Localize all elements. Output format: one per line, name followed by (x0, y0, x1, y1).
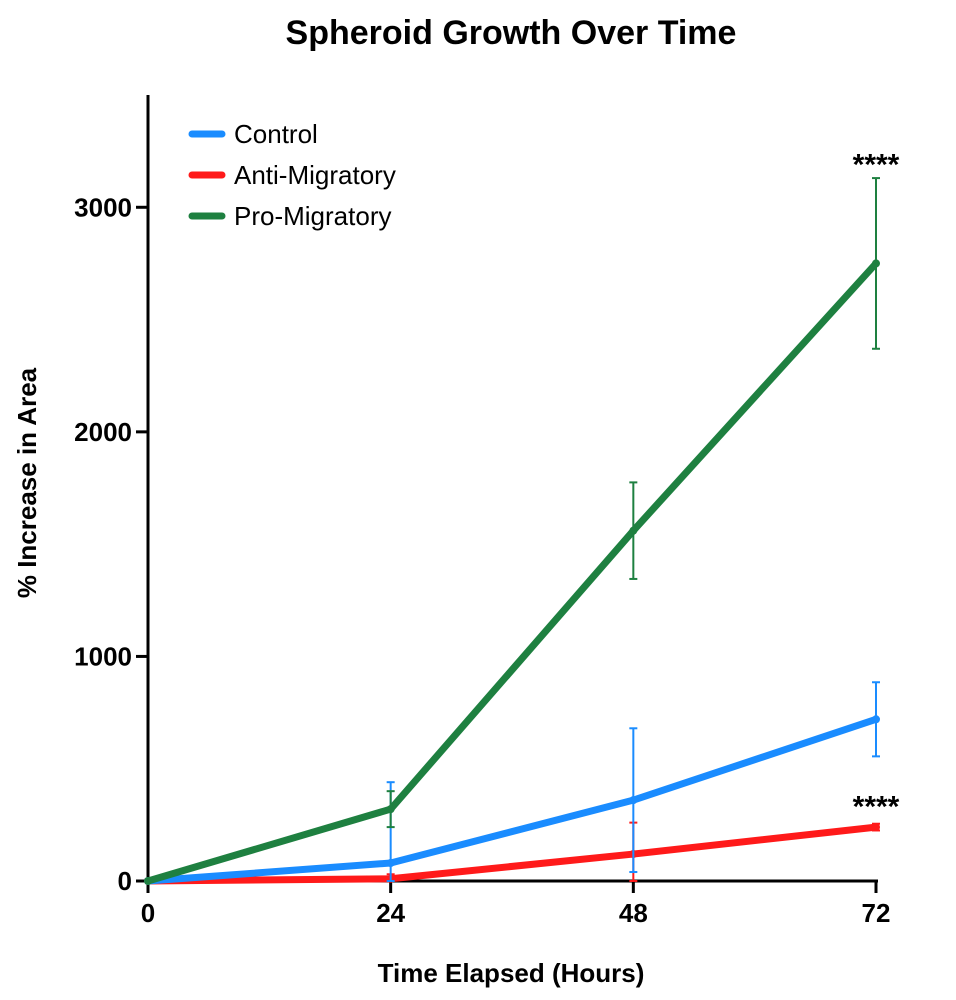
legend-label: Control (234, 119, 318, 149)
series-layer (144, 177, 880, 885)
data-point (629, 526, 638, 535)
data-point (386, 859, 395, 868)
axes: 0 1000 2000 3000 0 24 48 72 (74, 95, 890, 928)
chart-title: Spheroid Growth Over Time (286, 14, 737, 52)
x-axis-label: Time Elapsed (Hours) (378, 958, 645, 988)
legend: Control Anti-Migratory Pro-Migratory (188, 119, 396, 231)
data-point (144, 877, 152, 885)
y-tick-label: 1000 (74, 641, 132, 671)
x-tick-label: 48 (619, 898, 648, 928)
x-tick-label: 0 (141, 898, 155, 928)
series-control (144, 681, 880, 885)
y-tick-label: 2000 (74, 417, 132, 447)
data-point (872, 259, 880, 268)
data-point (872, 823, 880, 832)
legend-item-control: Control (188, 119, 318, 149)
significance-label: **** (853, 791, 900, 824)
data-point (872, 715, 880, 724)
annotation-layer: **** **** (853, 148, 900, 823)
series-line (144, 715, 880, 885)
series-pro-migratory (144, 177, 880, 885)
legend-label: Pro-Migratory (234, 201, 391, 231)
legend-item-anti-migratory: Anti-Migratory (188, 160, 396, 190)
x-tick-label: 24 (376, 898, 405, 928)
legend-label: Anti-Migratory (234, 160, 396, 190)
legend-item-pro-migratory: Pro-Migratory (188, 201, 391, 231)
data-point (629, 796, 638, 805)
y-axis-label: % Increase in Area (12, 367, 42, 598)
series-line (144, 259, 880, 885)
data-point (386, 805, 395, 814)
y-tick-label: 0 (118, 866, 132, 896)
y-tick-label: 3000 (74, 192, 132, 222)
x-tick-label: 72 (862, 898, 891, 928)
significance-label: **** (853, 148, 900, 181)
series-line (144, 823, 880, 885)
